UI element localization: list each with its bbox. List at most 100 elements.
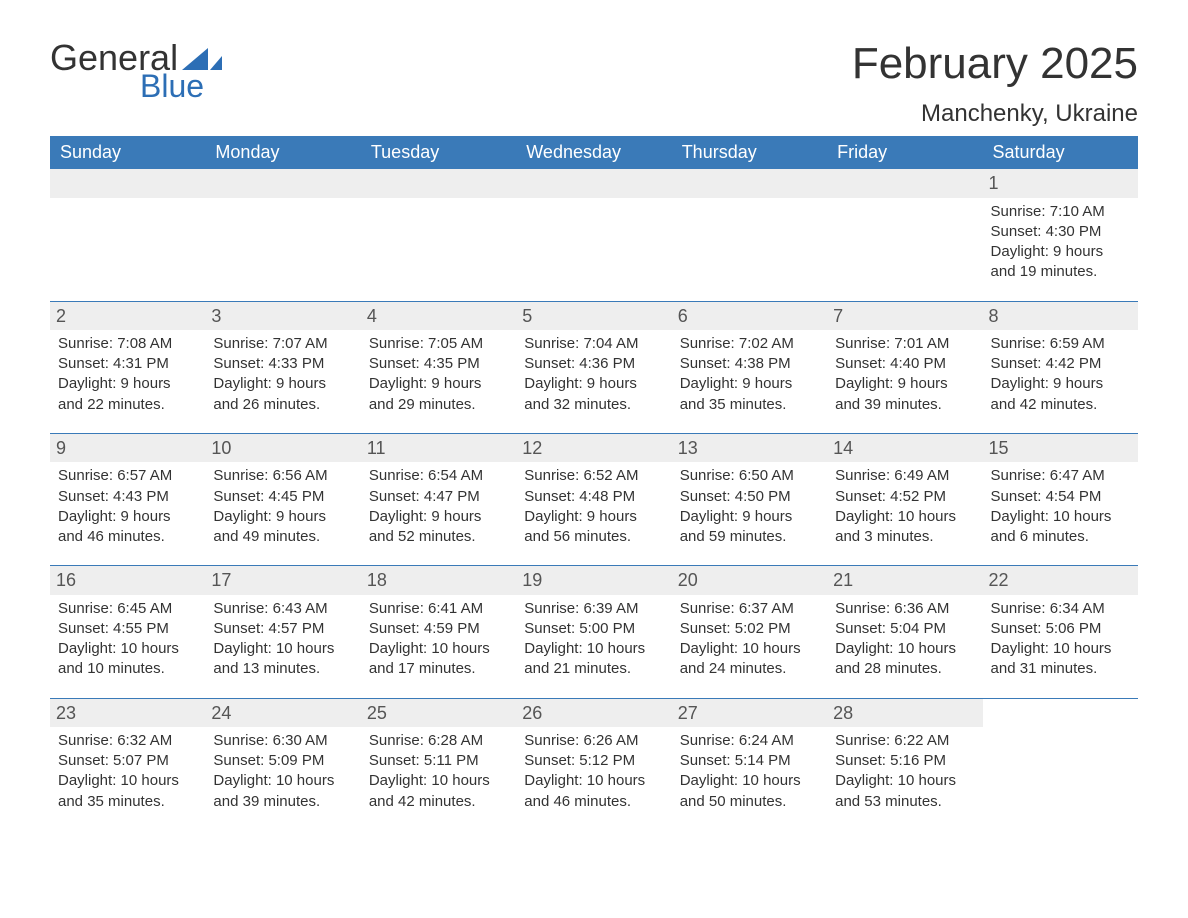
- sunset-line: Sunset: 4:43 PM: [58, 487, 197, 507]
- calendar-cell: 27 Sunrise: 6:24 AMSunset: 5:14 PMDayligh…: [672, 698, 827, 830]
- daylight-line: Daylight: 10 hours and 42 minutes.: [369, 771, 508, 812]
- sunset-line: Sunset: 4:33 PM: [213, 354, 352, 374]
- brand-line2: Blue: [140, 70, 222, 102]
- calendar-week-row: 1Sunrise: 7:10 AMSunset: 4:30 PMDaylight…: [50, 169, 1138, 301]
- sunrise-line: Sunrise: 6:59 AM: [991, 334, 1130, 354]
- day-number: 17: [205, 566, 360, 594]
- day-info: Sunrise: 7:07 AMSunset: 4:33 PMDaylight:…: [213, 334, 352, 415]
- calendar-cell: 15Sunrise: 6:47 AMSunset: 4:54 PMDayligh…: [983, 433, 1138, 565]
- day-number: 27: [672, 699, 827, 727]
- day-number: 11: [361, 434, 516, 462]
- calendar-cell: [672, 169, 827, 301]
- day-number: 9: [50, 434, 205, 462]
- weekday-header: Monday: [205, 136, 360, 169]
- day-number: 22: [983, 566, 1138, 594]
- daylight-line: Daylight: 9 hours and 19 minutes.: [991, 242, 1130, 283]
- calendar-cell: 19Sunrise: 6:39 AMSunset: 5:00 PMDayligh…: [516, 566, 671, 698]
- day-info: Sunrise: 6:24 AMSunset: 5:14 PMDaylight:…: [680, 731, 819, 812]
- daylight-line: Daylight: 10 hours and 13 minutes.: [213, 639, 352, 680]
- sunset-line: Sunset: 4:40 PM: [835, 354, 974, 374]
- month-title: February 2025: [852, 40, 1138, 88]
- location-subtitle: Manchenky, Ukraine: [852, 100, 1138, 128]
- day-info: Sunrise: 7:04 AMSunset: 4:36 PMDaylight:…: [524, 334, 663, 415]
- sunset-line: Sunset: 4:57 PM: [213, 619, 352, 639]
- sunrise-line: Sunrise: 6:36 AM: [835, 599, 974, 619]
- day-number: 26: [516, 699, 671, 727]
- calendar-cell: 14Sunrise: 6:49 AMSunset: 4:52 PMDayligh…: [827, 433, 982, 565]
- daylight-line: Daylight: 9 hours and 35 minutes.: [680, 374, 819, 415]
- weekday-header: Thursday: [672, 136, 827, 169]
- day-number: 1: [983, 169, 1138, 197]
- day-number: 19: [516, 566, 671, 594]
- daylight-line: Daylight: 9 hours and 56 minutes.: [524, 507, 663, 548]
- day-info: Sunrise: 7:02 AMSunset: 4:38 PMDaylight:…: [680, 334, 819, 415]
- sunset-line: Sunset: 5:16 PM: [835, 751, 974, 771]
- daylight-line: Daylight: 10 hours and 21 minutes.: [524, 639, 663, 680]
- day-info: Sunrise: 6:54 AMSunset: 4:47 PMDaylight:…: [369, 466, 508, 547]
- day-info: Sunrise: 6:36 AMSunset: 5:04 PMDaylight:…: [835, 599, 974, 680]
- weekday-header-row: SundayMondayTuesdayWednesdayThursdayFrid…: [50, 136, 1138, 169]
- daylight-line: Daylight: 10 hours and 46 minutes.: [524, 771, 663, 812]
- day-info: Sunrise: 6:47 AMSunset: 4:54 PMDaylight:…: [991, 466, 1130, 547]
- sunrise-line: Sunrise: 7:08 AM: [58, 334, 197, 354]
- calendar-table: SundayMondayTuesdayWednesdayThursdayFrid…: [50, 136, 1138, 829]
- calendar-cell: 7Sunrise: 7:01 AMSunset: 4:40 PMDaylight…: [827, 301, 982, 433]
- daylight-line: Daylight: 10 hours and 31 minutes.: [991, 639, 1130, 680]
- calendar-cell: 24Sunrise: 6:30 AMSunset: 5:09 PMDayligh…: [205, 698, 360, 830]
- day-info: Sunrise: 6:41 AMSunset: 4:59 PMDaylight:…: [369, 599, 508, 680]
- sunset-line: Sunset: 5:00 PM: [524, 619, 663, 639]
- sunrise-line: Sunrise: 6:56 AM: [213, 466, 352, 486]
- day-info: Sunrise: 6:26 AMSunset: 5:12 PMDaylight:…: [524, 731, 663, 812]
- day-info: Sunrise: 6:32 AMSunset: 5:07 PMDaylight:…: [58, 731, 197, 812]
- page-header: General Blue February 2025 Manchenky, Uk…: [50, 40, 1138, 128]
- day-number: 14: [827, 434, 982, 462]
- calendar-cell: [361, 169, 516, 301]
- sunset-line: Sunset: 4:52 PM: [835, 487, 974, 507]
- day-number: 12: [516, 434, 671, 462]
- daylight-line: Daylight: 9 hours and 26 minutes.: [213, 374, 352, 415]
- calendar-cell: [205, 169, 360, 301]
- calendar-cell: [50, 169, 205, 301]
- daylight-line: Daylight: 9 hours and 46 minutes.: [58, 507, 197, 548]
- day-info: Sunrise: 7:05 AMSunset: 4:35 PMDaylight:…: [369, 334, 508, 415]
- calendar-week-row: 9Sunrise: 6:57 AMSunset: 4:43 PMDaylight…: [50, 433, 1138, 565]
- calendar-week-row: 16Sunrise: 6:45 AMSunset: 4:55 PMDayligh…: [50, 566, 1138, 698]
- sunrise-line: Sunrise: 6:47 AM: [991, 466, 1130, 486]
- calendar-cell: 21Sunrise: 6:36 AMSunset: 5:04 PMDayligh…: [827, 566, 982, 698]
- sunrise-line: Sunrise: 6:43 AM: [213, 599, 352, 619]
- day-number: 2: [50, 302, 205, 330]
- sunset-line: Sunset: 5:11 PM: [369, 751, 508, 771]
- sunrise-line: Sunrise: 6:30 AM: [213, 731, 352, 751]
- day-number-empty: [827, 169, 982, 197]
- day-number: 5: [516, 302, 671, 330]
- day-info: Sunrise: 6:45 AMSunset: 4:55 PMDaylight:…: [58, 599, 197, 680]
- calendar-cell: 8Sunrise: 6:59 AMSunset: 4:42 PMDaylight…: [983, 301, 1138, 433]
- sunset-line: Sunset: 5:04 PM: [835, 619, 974, 639]
- daylight-line: Daylight: 9 hours and 52 minutes.: [369, 507, 508, 548]
- sunrise-line: Sunrise: 6:54 AM: [369, 466, 508, 486]
- sunset-line: Sunset: 4:47 PM: [369, 487, 508, 507]
- sunset-line: Sunset: 5:09 PM: [213, 751, 352, 771]
- sunset-line: Sunset: 4:30 PM: [991, 222, 1130, 242]
- daylight-line: Daylight: 9 hours and 22 minutes.: [58, 374, 197, 415]
- weekday-header: Saturday: [983, 136, 1138, 169]
- day-number-empty: [50, 169, 205, 197]
- day-number-empty: [361, 169, 516, 197]
- calendar-cell: 6 Sunrise: 7:02 AMSunset: 4:38 PMDaylight…: [672, 301, 827, 433]
- calendar-cell: 11 Sunrise: 6:54 AMSunset: 4:47 PMDayligh…: [361, 433, 516, 565]
- daylight-line: Daylight: 9 hours and 49 minutes.: [213, 507, 352, 548]
- sunrise-line: Sunrise: 6:28 AM: [369, 731, 508, 751]
- weekday-header: Tuesday: [361, 136, 516, 169]
- sunrise-line: Sunrise: 6:24 AM: [680, 731, 819, 751]
- day-info: Sunrise: 6:50 AMSunset: 4:50 PMDaylight:…: [680, 466, 819, 547]
- sunset-line: Sunset: 4:42 PM: [991, 354, 1130, 374]
- day-number: 6: [672, 302, 827, 330]
- sunrise-line: Sunrise: 6:45 AM: [58, 599, 197, 619]
- sunrise-line: Sunrise: 7:02 AM: [680, 334, 819, 354]
- daylight-line: Daylight: 10 hours and 39 minutes.: [213, 771, 352, 812]
- daylight-line: Daylight: 9 hours and 32 minutes.: [524, 374, 663, 415]
- sunset-line: Sunset: 4:59 PM: [369, 619, 508, 639]
- calendar-week-row: 23Sunrise: 6:32 AMSunset: 5:07 PMDayligh…: [50, 698, 1138, 830]
- calendar-body: 1Sunrise: 7:10 AMSunset: 4:30 PMDaylight…: [50, 169, 1138, 829]
- sunset-line: Sunset: 5:14 PM: [680, 751, 819, 771]
